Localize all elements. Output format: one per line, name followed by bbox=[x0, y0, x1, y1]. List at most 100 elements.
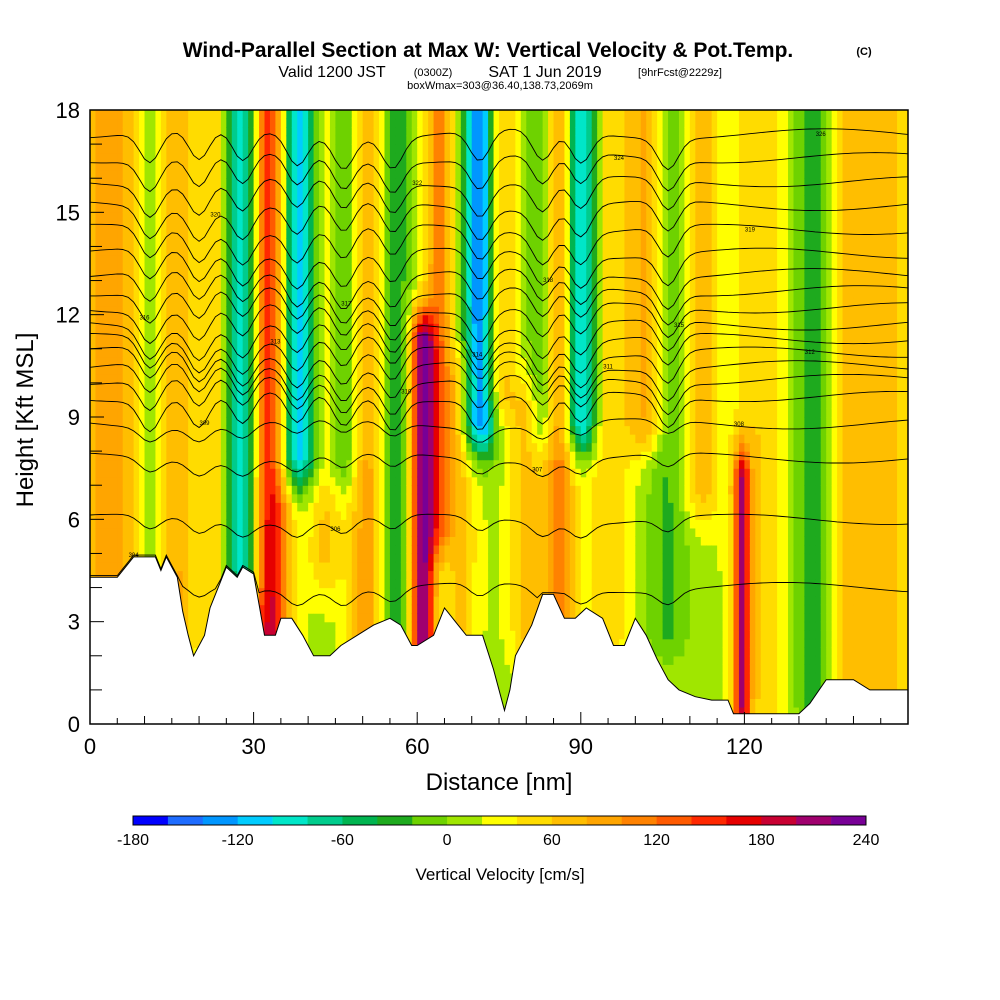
heatmap-cell bbox=[226, 229, 233, 239]
heatmap-cell bbox=[324, 169, 331, 179]
heatmap-cell bbox=[368, 203, 375, 213]
heatmap-cell bbox=[155, 493, 162, 503]
heatmap-cell bbox=[160, 399, 167, 410]
heatmap-cell bbox=[95, 459, 102, 469]
heatmap-cell bbox=[100, 561, 107, 572]
heatmap-cell bbox=[417, 212, 424, 222]
heatmap-cell bbox=[417, 272, 424, 282]
heatmap-cell bbox=[297, 604, 304, 614]
heatmap-cell bbox=[264, 451, 271, 461]
heatmap-cell bbox=[248, 348, 255, 358]
heatmap-cell bbox=[368, 493, 375, 503]
heatmap-cell bbox=[248, 417, 255, 427]
heatmap-cell bbox=[117, 357, 124, 367]
heatmap-cell bbox=[182, 553, 189, 563]
heatmap-cell bbox=[357, 510, 364, 520]
heatmap-cell bbox=[182, 408, 189, 418]
heatmap-cell bbox=[188, 212, 195, 222]
heatmap-cell bbox=[335, 570, 342, 580]
heatmap-cell bbox=[422, 408, 429, 418]
heatmap-cell bbox=[275, 306, 282, 316]
heatmap-cell bbox=[368, 417, 375, 427]
heatmap-cell bbox=[313, 519, 320, 529]
heatmap-cell bbox=[329, 246, 336, 256]
heatmap-cell bbox=[368, 510, 375, 520]
heatmap-cell bbox=[319, 374, 326, 384]
heatmap-cell bbox=[269, 263, 277, 273]
heatmap-cell bbox=[422, 442, 429, 452]
heatmap-cell bbox=[417, 382, 424, 393]
heatmap-cell bbox=[253, 212, 260, 222]
heatmap-cell bbox=[444, 212, 451, 222]
heatmap-cell bbox=[433, 135, 440, 145]
heatmap-cell bbox=[439, 203, 446, 213]
heatmap-cell bbox=[291, 434, 298, 444]
heatmap-cell bbox=[90, 544, 97, 555]
heatmap-cell bbox=[95, 544, 102, 555]
heatmap-cell bbox=[177, 186, 184, 196]
heatmap-cell bbox=[340, 348, 347, 358]
heatmap-cell bbox=[286, 536, 293, 546]
heatmap-cell bbox=[308, 127, 315, 137]
heatmap-cell bbox=[444, 144, 451, 154]
heatmap-cell bbox=[117, 118, 124, 128]
heatmap-cell bbox=[439, 306, 446, 316]
heatmap-cell bbox=[389, 365, 396, 375]
heatmap-cell bbox=[193, 212, 200, 222]
heatmap-cell bbox=[417, 203, 424, 213]
heatmap-cell bbox=[166, 263, 173, 273]
heatmap-cell bbox=[117, 246, 124, 256]
heatmap-cell bbox=[286, 203, 293, 213]
heatmap-cell bbox=[90, 391, 97, 401]
heatmap-cell bbox=[362, 289, 369, 299]
heatmap-cell bbox=[362, 263, 369, 273]
heatmap-cell bbox=[220, 399, 227, 410]
heatmap-cell bbox=[384, 382, 391, 393]
heatmap-cell bbox=[346, 263, 353, 273]
heatmap-cell bbox=[111, 186, 118, 196]
heatmap-cell bbox=[242, 391, 249, 401]
heatmap-cell bbox=[242, 314, 249, 324]
heatmap-cell bbox=[346, 186, 353, 196]
heatmap-cell bbox=[248, 237, 255, 248]
heatmap-cell bbox=[302, 331, 309, 341]
heatmap-cell bbox=[379, 442, 386, 452]
heatmap-cell bbox=[149, 135, 157, 145]
heatmap-cell bbox=[455, 561, 462, 572]
heatmap-cell bbox=[313, 348, 320, 358]
heatmap-cell bbox=[128, 399, 135, 410]
heatmap-cell bbox=[253, 135, 260, 145]
heatmap-cell bbox=[182, 451, 189, 461]
heatmap-cell bbox=[346, 399, 353, 410]
heatmap-cell bbox=[237, 374, 244, 384]
heatmap-cell bbox=[346, 289, 353, 299]
heatmap-cell bbox=[144, 374, 151, 384]
heatmap-cell bbox=[139, 399, 146, 410]
heatmap-cell bbox=[422, 152, 429, 162]
heatmap-cell bbox=[253, 169, 260, 179]
heatmap-cell bbox=[449, 306, 456, 316]
heatmap-cell bbox=[144, 280, 151, 290]
heatmap-cell bbox=[308, 587, 315, 597]
heatmap-cell bbox=[384, 468, 391, 478]
heatmap-cell bbox=[177, 451, 184, 461]
heatmap-cell bbox=[302, 604, 309, 614]
heatmap-cell bbox=[90, 570, 97, 580]
heatmap-cell bbox=[389, 297, 396, 307]
heatmap-cell bbox=[280, 348, 287, 358]
heatmap-cell bbox=[324, 127, 331, 137]
heatmap-cell bbox=[269, 161, 277, 171]
heatmap-cell bbox=[209, 553, 217, 563]
heatmap-cell bbox=[406, 289, 413, 299]
heatmap-cell bbox=[220, 510, 227, 520]
heatmap-cell bbox=[357, 391, 364, 401]
heatmap-cell bbox=[351, 459, 358, 469]
heatmap-cell bbox=[226, 544, 233, 555]
heatmap-cell bbox=[144, 468, 151, 478]
heatmap-cell bbox=[177, 340, 184, 350]
heatmap-cell bbox=[362, 459, 369, 469]
heatmap-cell bbox=[269, 561, 277, 572]
heatmap-cell bbox=[291, 451, 298, 461]
heatmap-cell bbox=[226, 186, 233, 196]
heatmap-cell bbox=[111, 348, 118, 358]
